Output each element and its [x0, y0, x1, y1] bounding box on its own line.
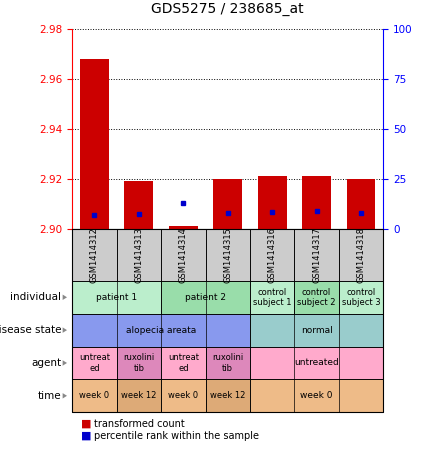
- Text: time: time: [38, 391, 61, 401]
- Text: agent: agent: [31, 358, 61, 368]
- Text: GSM1414315: GSM1414315: [223, 227, 232, 283]
- Bar: [80, 59, 109, 229]
- Text: transformed count: transformed count: [94, 419, 185, 429]
- Text: control
subject 1: control subject 1: [253, 288, 291, 307]
- Text: GSM1414317: GSM1414317: [312, 227, 321, 283]
- Text: control
subject 2: control subject 2: [297, 288, 336, 307]
- Text: disease state: disease state: [0, 325, 61, 335]
- Bar: [124, 181, 153, 229]
- Text: GSM1414313: GSM1414313: [134, 227, 143, 283]
- Text: ■: ■: [81, 431, 92, 441]
- Text: ruxolini
tib: ruxolini tib: [212, 353, 244, 373]
- Bar: [346, 179, 375, 229]
- Text: week 0: week 0: [168, 391, 198, 400]
- Text: individual: individual: [11, 292, 61, 302]
- Text: patient 2: patient 2: [185, 293, 226, 302]
- Bar: [213, 179, 242, 229]
- Text: alopecia areata: alopecia areata: [126, 326, 196, 335]
- Text: GSM1414318: GSM1414318: [357, 227, 366, 283]
- Text: GSM1414312: GSM1414312: [90, 227, 99, 283]
- Text: week 12: week 12: [121, 391, 157, 400]
- Bar: [169, 226, 198, 229]
- Bar: [258, 176, 286, 229]
- Text: GSM1414316: GSM1414316: [268, 227, 277, 283]
- Text: percentile rank within the sample: percentile rank within the sample: [94, 431, 259, 441]
- Text: week 0: week 0: [79, 391, 110, 400]
- Text: week 12: week 12: [210, 391, 245, 400]
- Text: GSM1414314: GSM1414314: [179, 227, 188, 283]
- Bar: [302, 176, 331, 229]
- Text: untreat
ed: untreat ed: [79, 353, 110, 373]
- Text: week 0: week 0: [300, 391, 333, 400]
- Text: patient 1: patient 1: [96, 293, 137, 302]
- Text: ■: ■: [81, 419, 92, 429]
- Text: control
subject 3: control subject 3: [342, 288, 380, 307]
- Text: normal: normal: [301, 326, 332, 335]
- Text: untreated: untreated: [294, 358, 339, 367]
- Text: GDS5275 / 238685_at: GDS5275 / 238685_at: [152, 2, 304, 16]
- Text: ruxolini
tib: ruxolini tib: [123, 353, 155, 373]
- Text: untreat
ed: untreat ed: [168, 353, 199, 373]
